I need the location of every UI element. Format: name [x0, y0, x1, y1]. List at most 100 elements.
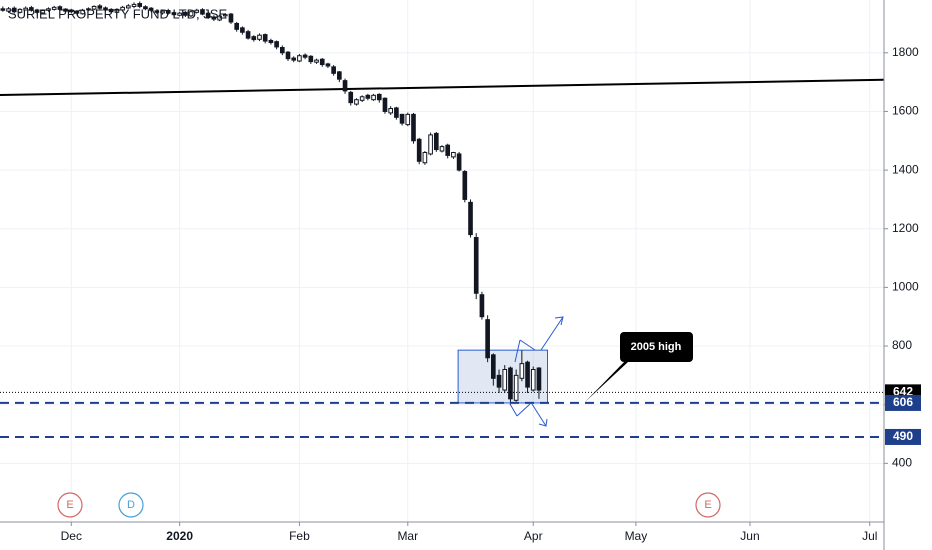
candle-body	[222, 14, 228, 17]
callout-text: 2005 high	[631, 341, 682, 353]
candle-body	[17, 8, 23, 13]
y-tick-label: 800	[892, 338, 912, 352]
arrow	[514, 339, 521, 363]
candle-body	[456, 153, 462, 171]
candle-body	[405, 113, 411, 126]
candle-body	[308, 55, 314, 63]
candle-body	[188, 11, 194, 17]
y-tick-label: 400	[892, 456, 912, 470]
candle-body	[337, 71, 342, 80]
candle-body	[114, 8, 120, 13]
level-label-bg	[885, 428, 921, 445]
candle-body	[228, 13, 234, 23]
candle-body	[34, 9, 40, 13]
callout-box	[620, 332, 693, 362]
x-tick-label: Jul	[862, 529, 877, 543]
candle-body	[394, 107, 399, 118]
candle-body	[262, 34, 268, 42]
candle-body	[485, 319, 490, 359]
candle-body	[120, 6, 125, 11]
candle-body	[376, 93, 382, 101]
chart-title: SURIEL PROPERTY FUND LTD, JSE	[8, 6, 227, 21]
candle-body	[382, 97, 388, 112]
candle-body	[57, 6, 63, 10]
candle-body	[319, 58, 325, 66]
candle-body	[0, 8, 6, 11]
arrow	[509, 403, 518, 417]
candle-body	[200, 9, 205, 15]
candle-body	[411, 113, 416, 142]
event-label: D	[127, 499, 135, 511]
candle-body	[297, 55, 302, 62]
arrow	[531, 403, 547, 427]
candle-body	[325, 63, 331, 67]
x-tick-label: Feb	[289, 529, 310, 543]
event-marker	[57, 492, 83, 518]
candle-body	[468, 201, 473, 236]
candle-body	[245, 31, 251, 39]
candle-body	[502, 369, 508, 391]
candle-body	[74, 10, 80, 14]
arrow-head	[554, 316, 564, 326]
candle-body	[399, 113, 405, 124]
arrow	[540, 316, 564, 351]
arrows	[509, 316, 564, 427]
candle-body	[371, 94, 376, 101]
candle-body	[154, 10, 160, 13]
y-tick-label: 1000	[892, 280, 919, 294]
candle-body	[257, 34, 262, 40]
y-tick-label: 1600	[892, 104, 919, 118]
candle-body	[388, 108, 393, 114]
candle-body	[279, 47, 285, 54]
candle-body	[473, 237, 479, 294]
candle-body	[51, 6, 57, 10]
candle-body	[6, 8, 11, 12]
candle-body	[177, 12, 182, 16]
candle-body	[428, 134, 433, 155]
candle-body	[302, 54, 308, 58]
candle-body	[433, 132, 439, 151]
candle-body	[143, 6, 148, 10]
candle-body	[536, 367, 542, 391]
candle-body	[46, 8, 51, 11]
candle-body	[422, 151, 428, 164]
candle-body	[63, 8, 68, 12]
level-label: 490	[893, 429, 913, 443]
candle-body	[205, 12, 211, 19]
event-marker	[118, 492, 144, 518]
candle-body	[103, 7, 108, 11]
x-tick-label: 2020	[166, 529, 193, 543]
candle-body	[513, 374, 519, 401]
candle-body	[68, 9, 74, 13]
event-label: E	[704, 499, 711, 511]
candle-body	[240, 27, 245, 33]
candle-body	[108, 8, 114, 13]
candle-body	[137, 3, 143, 7]
candle-body	[462, 171, 468, 200]
candle-body	[80, 9, 86, 15]
candle-body	[91, 5, 97, 10]
candle-body	[416, 138, 422, 162]
candle-body	[234, 22, 240, 30]
candle-body	[491, 354, 496, 379]
callout-pointer	[585, 358, 628, 402]
candle-body	[183, 11, 188, 16]
level-label: 606	[893, 395, 913, 409]
candle-body	[131, 3, 137, 7]
candle-body	[194, 9, 200, 13]
candle-body	[445, 144, 451, 156]
arrow	[516, 403, 531, 417]
candle-body	[342, 80, 348, 92]
candle-body	[160, 10, 165, 14]
candle-body	[291, 57, 297, 61]
candle-body	[40, 10, 46, 14]
candle-body	[86, 8, 91, 11]
x-tick-label: Apr	[524, 529, 543, 543]
candle-body	[496, 374, 502, 388]
arrow	[519, 339, 536, 351]
event-marker	[695, 492, 721, 518]
candle-body	[348, 91, 354, 104]
event-label: E	[66, 499, 73, 511]
candle-body	[525, 361, 530, 388]
